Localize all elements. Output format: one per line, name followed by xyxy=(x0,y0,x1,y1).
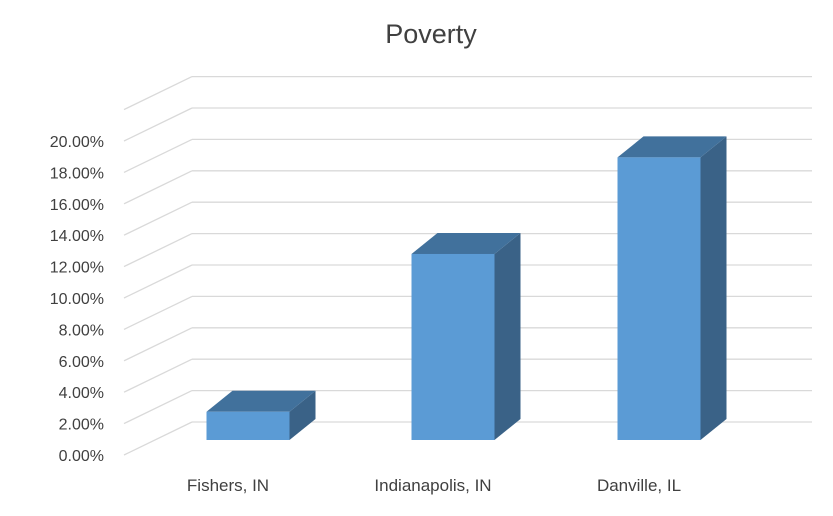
y-tick-label: 16.00% xyxy=(50,197,104,214)
bar-side xyxy=(289,390,316,440)
bars xyxy=(206,136,727,440)
gridline-diagonal xyxy=(123,107,193,142)
y-tick-label: 0.00% xyxy=(59,448,104,465)
y-tick-label: 20.00% xyxy=(50,134,104,151)
y-tick-label: 4.00% xyxy=(59,385,104,402)
y-tick-label: 10.00% xyxy=(50,291,104,308)
chart-title: Poverty xyxy=(385,19,477,49)
y-tick-label: 18.00% xyxy=(50,165,104,182)
y-tick-label: 8.00% xyxy=(59,322,104,339)
y-tick-label: 6.00% xyxy=(59,354,104,371)
gridline-diagonal xyxy=(123,233,193,268)
y-tick-label: 12.00% xyxy=(50,260,104,277)
bar-front xyxy=(206,411,290,440)
gridline-diagonal xyxy=(123,76,193,111)
gridline-diagonal xyxy=(123,390,193,425)
bar-top xyxy=(206,390,316,412)
y-tick-label: 2.00% xyxy=(59,417,104,434)
gridline-diagonal xyxy=(123,170,193,205)
gridline-diagonal xyxy=(123,138,193,173)
bar-side xyxy=(494,232,521,440)
bar-side xyxy=(700,136,727,440)
gridline-diagonal xyxy=(123,421,193,456)
x-category-label: Indianapolis, IN xyxy=(374,476,491,495)
bar xyxy=(411,232,521,440)
x-category-label: Danville, IL xyxy=(597,476,681,495)
gridline-diagonal xyxy=(123,327,193,362)
gridline-diagonal xyxy=(123,201,193,236)
y-axis-ticks: 0.00% 2.00% 4.00% 6.00% 8.00% 10.00% 12.00% 14.… xyxy=(50,134,104,465)
bar-top xyxy=(411,232,521,254)
x-axis-categories: Fishers, IN Indianapolis, IN Danville, IL xyxy=(187,476,681,495)
y-tick-label: 14.00% xyxy=(50,228,104,245)
gridline-diagonal xyxy=(123,358,193,393)
bar xyxy=(206,390,316,440)
bar xyxy=(617,136,727,440)
bar-front xyxy=(411,253,495,440)
bar-front xyxy=(617,157,701,440)
gridline-diagonal xyxy=(123,264,193,299)
x-category-label: Fishers, IN xyxy=(187,476,269,495)
bar-top xyxy=(617,136,727,158)
gridline-diagonal xyxy=(123,295,193,330)
